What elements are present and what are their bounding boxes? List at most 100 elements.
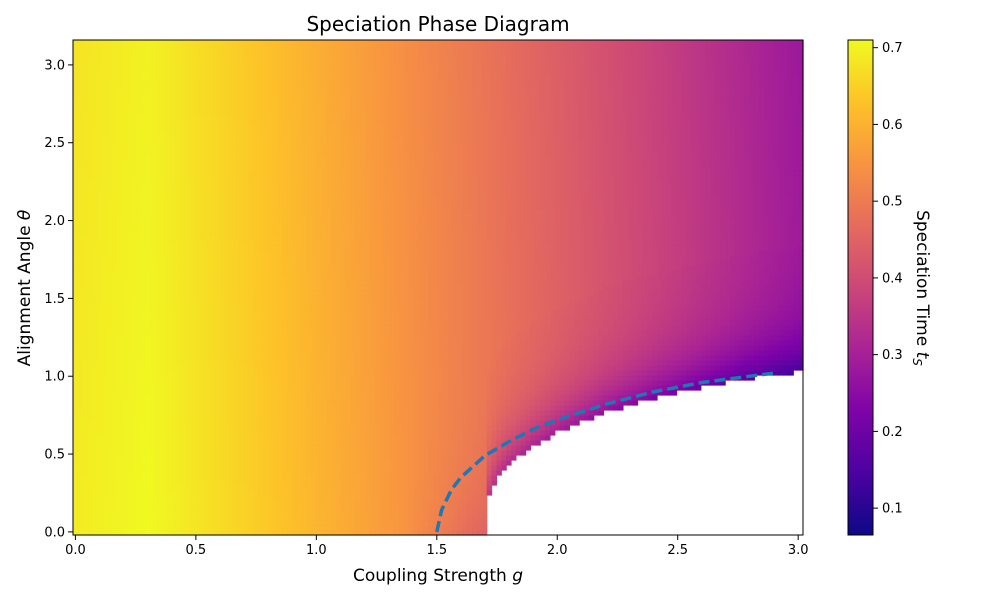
heatmap-cell (311, 230, 317, 236)
heatmap-cell (199, 520, 205, 526)
heatmap-cell (87, 360, 94, 366)
heatmap-cell (73, 435, 79, 441)
heatmap-cell (165, 85, 171, 91)
heatmap-cell (204, 50, 210, 56)
heatmap-cell (267, 530, 274, 536)
heatmap-cell (155, 325, 162, 331)
heatmap-cell (296, 200, 303, 206)
heatmap-cell (194, 370, 201, 376)
heatmap-cell (223, 395, 230, 401)
heatmap-cell (253, 350, 259, 356)
heatmap-cell (243, 50, 249, 56)
heatmap-cell (233, 170, 240, 176)
heatmap-cell (155, 140, 162, 146)
heatmap-cell (282, 100, 288, 106)
heatmap-cell (257, 245, 264, 251)
heatmap-cell (160, 470, 167, 476)
heatmap-cell (175, 125, 181, 131)
heatmap-cell (102, 95, 108, 101)
heatmap-cell (141, 155, 147, 161)
heatmap-cell (160, 380, 167, 386)
heatmap-cell (73, 220, 79, 226)
heatmap-cell (194, 355, 201, 361)
heatmap-cell (238, 155, 244, 161)
heatmap-cell (292, 260, 298, 266)
heatmap-cell (82, 515, 89, 521)
heatmap-cell (277, 105, 283, 111)
heatmap-cell (306, 385, 313, 391)
heatmap-cell (160, 505, 167, 511)
heatmap-cell (277, 515, 283, 521)
heatmap-cell (267, 490, 274, 496)
heatmap-cell (292, 440, 298, 446)
heatmap-cell (73, 370, 79, 376)
heatmap-cell (121, 450, 128, 456)
heatmap-cell (199, 275, 205, 281)
heatmap-cell (296, 390, 303, 396)
heatmap-cell (82, 145, 89, 151)
heatmap-cell (77, 420, 84, 426)
heatmap-cell (296, 130, 303, 136)
heatmap-cell (277, 210, 283, 216)
heatmap-cell (92, 300, 98, 306)
heatmap-cell (272, 205, 278, 211)
heatmap-cell (116, 240, 123, 246)
heatmap-cell (248, 305, 254, 311)
heatmap-cell (267, 340, 274, 346)
heatmap-cell (296, 530, 303, 536)
heatmap-cell (262, 425, 269, 431)
heatmap-cell (282, 265, 288, 271)
heatmap-cell (194, 365, 201, 371)
heatmap-cell (77, 375, 84, 381)
heatmap-cell (257, 520, 264, 526)
heatmap-cell (126, 80, 132, 86)
heatmap-cell (277, 80, 283, 86)
heatmap-cell (165, 275, 171, 281)
heatmap-cell (92, 340, 98, 346)
heatmap-cell (253, 490, 259, 496)
heatmap-cell (287, 120, 293, 126)
heatmap-cell (267, 240, 274, 246)
heatmap-cell (272, 145, 278, 151)
heatmap-cell (160, 275, 167, 281)
heatmap-cell (238, 100, 244, 106)
heatmap-cell (282, 140, 288, 146)
heatmap-cell (204, 250, 210, 256)
heatmap-cell (296, 210, 303, 216)
heatmap-cell (92, 105, 98, 111)
heatmap-cell (267, 95, 274, 101)
heatmap-cell (121, 380, 128, 386)
heatmap-cell (160, 80, 167, 86)
heatmap-cell (107, 250, 113, 256)
heatmap-cell (248, 410, 254, 416)
heatmap-cell (253, 260, 259, 266)
heatmap-cell (209, 220, 215, 226)
heatmap-cell (155, 390, 162, 396)
heatmap-cell (292, 410, 298, 416)
heatmap-cell (180, 160, 186, 166)
heatmap-cell (228, 165, 235, 171)
heatmap-cell (121, 240, 128, 246)
heatmap-cell (287, 375, 293, 381)
heatmap-cell (301, 225, 308, 231)
heatmap-cell (184, 435, 191, 441)
heatmap-cell (262, 460, 269, 466)
heatmap-cell (214, 315, 220, 321)
heatmap-cell (116, 75, 123, 81)
heatmap-cell (184, 505, 191, 511)
heatmap-cell (82, 360, 89, 366)
heatmap-cell (160, 115, 167, 121)
heatmap-cell (131, 80, 137, 86)
heatmap-cell (301, 390, 308, 396)
heatmap-cell (238, 395, 244, 401)
heatmap-cell (248, 95, 254, 101)
heatmap-cell (102, 435, 108, 441)
heatmap-cell (111, 235, 118, 241)
heatmap-cell (243, 385, 249, 391)
heatmap-cell (233, 250, 240, 256)
heatmap-cell (160, 85, 167, 91)
heatmap-cell (150, 160, 157, 166)
heatmap-cell (160, 400, 167, 406)
heatmap-cell (155, 60, 162, 66)
heatmap-cell (248, 335, 254, 341)
